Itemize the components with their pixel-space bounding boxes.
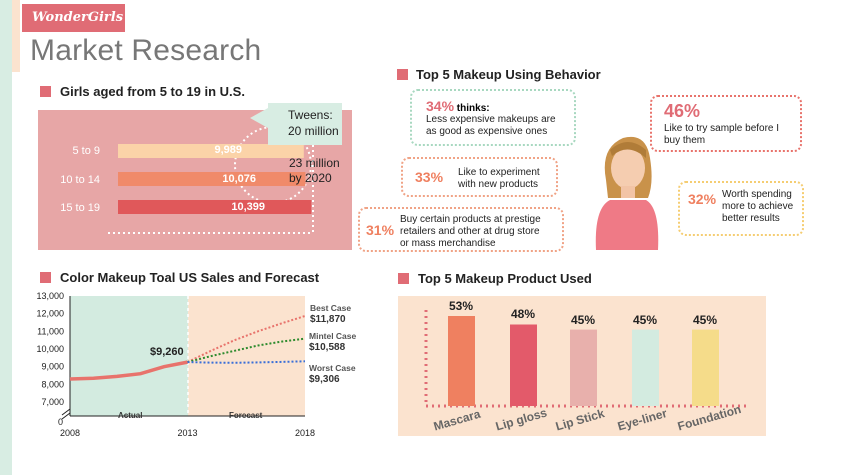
- products-bar-chart: [424, 310, 748, 408]
- best-case-legend: Best Case $11,870: [310, 303, 351, 325]
- value-2013-label: $9,260: [150, 346, 184, 358]
- axis-break-mark: [61, 412, 71, 420]
- y-tick-label: 8,000: [41, 379, 64, 389]
- product-bar-value: 45%: [693, 312, 718, 327]
- tweens-callout-arrow: [250, 108, 268, 128]
- page-title: Market Research: [30, 34, 262, 67]
- product-bar-value: 45%: [633, 312, 658, 327]
- left-decor-strip-peach: [12, 0, 20, 72]
- behavior-text-line: retailers and other at drug store: [400, 226, 540, 237]
- tweens-circle: [234, 126, 312, 204]
- behavior-bubble-31: 31% Buy certain products at prestige ret…: [358, 207, 564, 252]
- series-line-best-case: [187, 315, 306, 364]
- behavior-bubble-32: 32% Worth spending more to achieve bette…: [678, 181, 804, 236]
- behavior-text-line: buy them: [664, 135, 706, 146]
- behavior-pct-31: 31%: [366, 222, 395, 238]
- y-tick-label: 7,000: [41, 397, 64, 407]
- product-bar: [632, 329, 659, 406]
- product-bar: [570, 329, 597, 406]
- forecast-line-2: by 2020: [289, 171, 332, 185]
- bar-value-10-14: 10,076: [222, 173, 256, 185]
- bar-label-5-9: 5 to 9: [72, 145, 100, 157]
- behavior-bubble-34: 34% thinks: Less expensive makeups are a…: [410, 89, 576, 146]
- series-line-actual: [69, 360, 188, 381]
- left-decor-strip: [0, 0, 12, 475]
- actual-label: Actual: [118, 411, 143, 420]
- girls-bar: [118, 144, 304, 158]
- behavior-text-line: better results: [722, 213, 780, 224]
- forecast-2020: 23 million by 2020: [289, 156, 340, 186]
- behavior-text-line: Buy certain products at prestige: [400, 214, 541, 225]
- girls-bar: [118, 200, 312, 214]
- behavior-text-line: as good as expensive ones: [426, 126, 548, 137]
- behavior-text-line: or mass merchandise: [400, 238, 496, 249]
- girl-photo: [595, 136, 659, 250]
- worst-case-value: $9,306: [309, 374, 340, 385]
- axis-break-mark: [61, 408, 71, 416]
- best-case-value: $11,870: [310, 314, 346, 325]
- behavior-pct-suffix: thinks:: [454, 103, 490, 114]
- x-tick-label: 2018: [295, 428, 315, 438]
- section-marker: [40, 86, 51, 97]
- bar-value-15-19: 10,399: [231, 201, 265, 213]
- product-bar-value: 48%: [511, 307, 536, 322]
- product-bar: [692, 329, 719, 406]
- tweens-label: Tweens:: [288, 108, 333, 122]
- girls-section-title: Girls aged from 5 to 19 in U.S.: [60, 84, 245, 99]
- bar-label-10-14: 10 to 14: [60, 174, 100, 186]
- mintel-case-name: Mintel Case: [309, 331, 357, 341]
- product-bar-value: 53%: [449, 299, 474, 313]
- brand-logo: WonderGirls: [22, 4, 125, 32]
- sales-section-title: Color Makeup Toal US Sales and Forecast: [60, 270, 320, 285]
- behavior-text-line: more to achieve: [722, 201, 794, 212]
- worst-case-name: Worst Case: [309, 363, 356, 373]
- section-marker: [398, 273, 409, 284]
- mintel-case-legend: Mintel Case $10,588: [309, 331, 356, 353]
- x-tick-label: 2013: [177, 428, 197, 438]
- behavior-pct-33: 33%: [415, 169, 444, 185]
- behavior-pct-32: 32%: [688, 191, 717, 207]
- tweens-value: 20 million: [288, 124, 339, 138]
- product-bar-value: 45%: [571, 312, 596, 327]
- y-tick-label: 10,000: [36, 344, 64, 354]
- bar-label-15-19: 15 to 19: [60, 202, 100, 214]
- section-marker: [40, 272, 51, 283]
- behavior-text-line: with new products: [458, 179, 539, 190]
- behavior-bubble-33: 33% Like to experiment with new products: [401, 157, 558, 197]
- behavior-pct-34: 34%: [426, 98, 455, 114]
- y-tick-label: 9,000: [41, 362, 64, 372]
- girls-bar-chart: [108, 126, 314, 234]
- forecast-region: [188, 296, 305, 416]
- forecast-label: Forecast: [229, 411, 263, 420]
- behavior-text-line: Like to experiment: [458, 167, 540, 178]
- worst-case-legend: Worst Case $9,306: [309, 363, 356, 385]
- y-tick-label: 13,000: [36, 291, 64, 301]
- product-bar: [510, 324, 537, 406]
- behavior-text-line: Like to try sample before I: [664, 123, 780, 134]
- tweens-callout: Tweens: 20 million: [268, 103, 342, 145]
- actual-region: [70, 296, 188, 416]
- y-tick-label: 12,000: [36, 309, 64, 319]
- mintel-case-value: $10,588: [309, 342, 346, 353]
- bar-value-5-9: 9,989: [214, 144, 242, 156]
- forecast-line-1: 23 million: [289, 156, 340, 170]
- behavior-text-line: Worth spending: [722, 189, 792, 200]
- section-marker: [397, 69, 408, 80]
- product-bar: [448, 316, 475, 406]
- x-tick-label: 2008: [60, 428, 80, 438]
- y-zero-label: 0: [58, 417, 64, 427]
- y-tick-label: 11,000: [37, 326, 64, 336]
- products-section-title: Top 5 Makeup Product Used: [418, 271, 592, 286]
- behavior-pct-46: 46%: [664, 101, 701, 121]
- series-line-worst-case: [187, 360, 306, 364]
- sales-line-chart: 13,000 12,000 11,000 10,000 9,000 8,000 7,000 2…: [36, 291, 315, 438]
- behavior-section-title: Top 5 Makeup Using Behavior: [416, 67, 601, 82]
- best-case-name: Best Case: [310, 303, 352, 313]
- behavior-bubble-46: 46% Like to try sample before I buy them: [650, 95, 802, 152]
- behavior-text-line: Less expensive makeups are: [426, 114, 556, 125]
- series-line-mintel-case: [187, 337, 306, 364]
- girls-bar: [118, 172, 306, 186]
